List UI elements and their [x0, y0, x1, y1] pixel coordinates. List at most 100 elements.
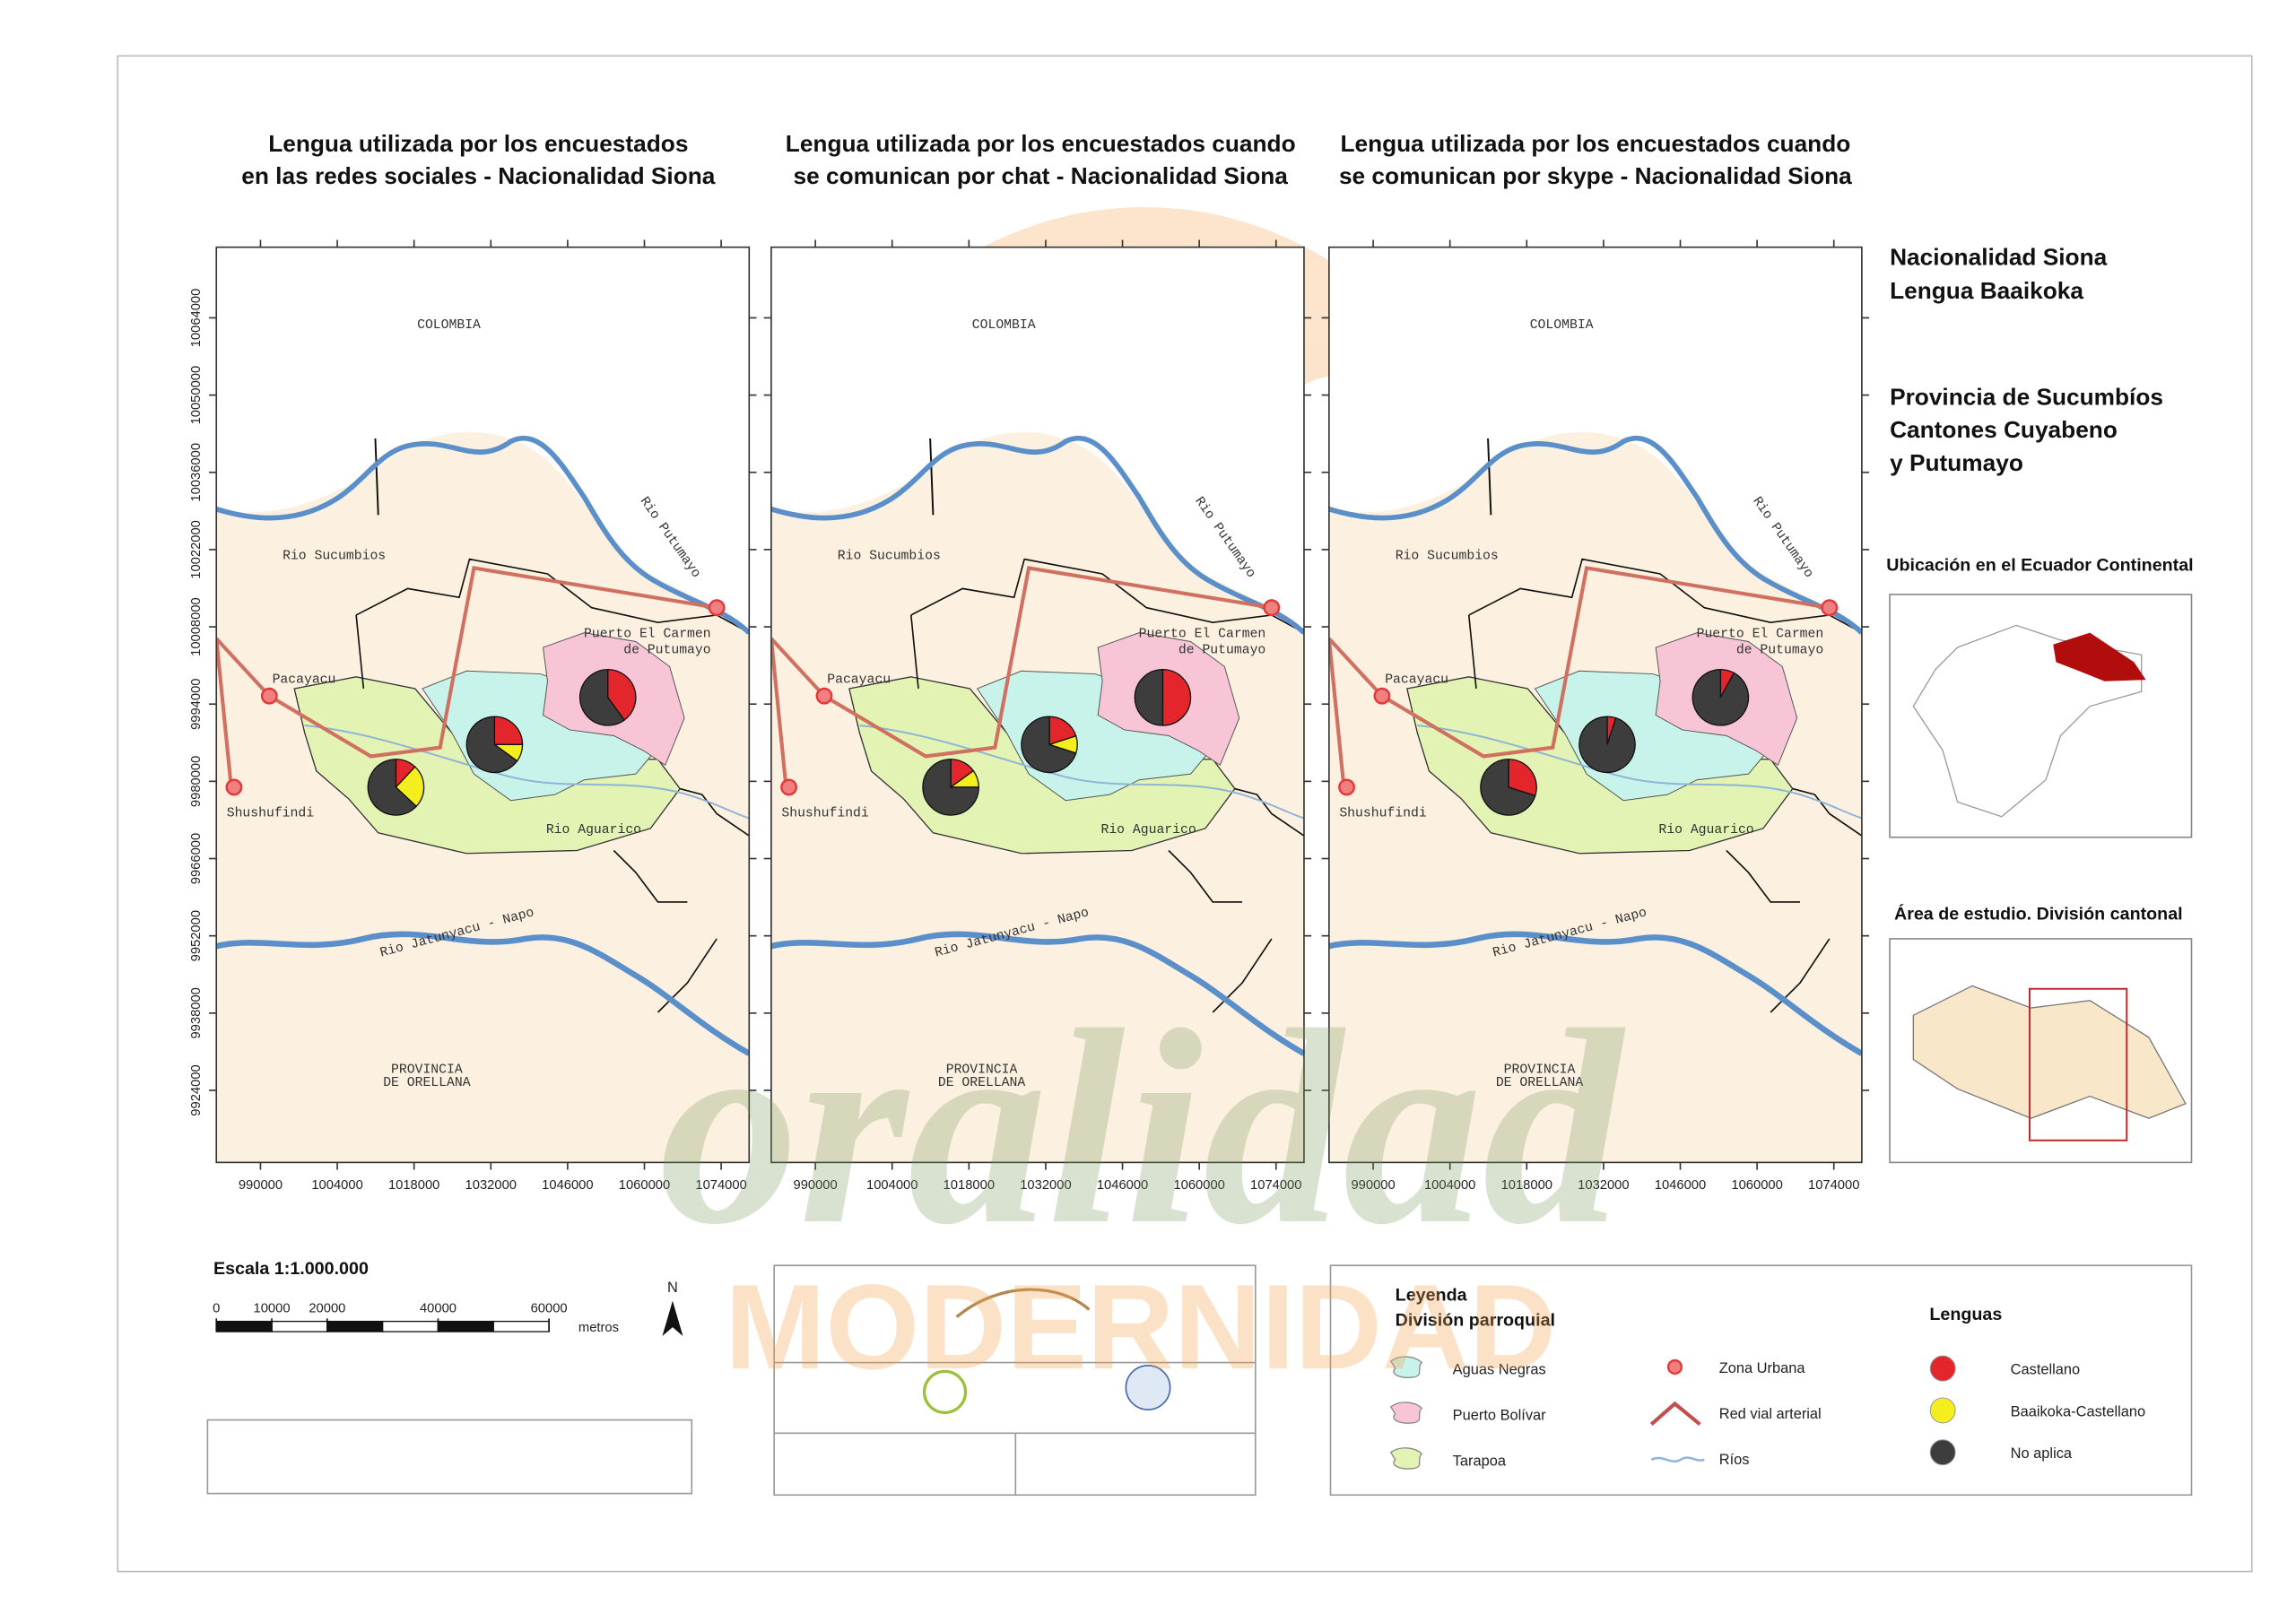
study-area-box	[2028, 987, 2128, 1141]
x-tick-label: 1074000	[695, 1178, 746, 1193]
pie-slice	[607, 668, 637, 721]
legend-swatch	[1389, 1447, 1423, 1470]
scale-tick-label: 10000	[254, 1302, 291, 1316]
legend-label: Baaikoka-Castellano	[2011, 1403, 2145, 1419]
x-tick-label: 1074000	[1250, 1178, 1301, 1193]
river-label: Rio Sucumbios	[838, 550, 941, 564]
x-tick-label: 1032000	[1020, 1178, 1071, 1193]
x-tick-label: 1018000	[944, 1178, 995, 1193]
x-tick-label: 1060000	[1173, 1178, 1224, 1193]
pie-slice	[1578, 716, 1636, 774]
map-title: se comunican por skype - Nacionalidad Si…	[1339, 162, 1852, 189]
place-label: Puerto El Carmen	[1697, 628, 1824, 642]
y-tick-label: 10008000	[189, 597, 204, 656]
legend-box	[1329, 1264, 2193, 1497]
pie-slice	[1692, 668, 1750, 726]
place-label: DE ORELLANA	[1496, 1076, 1584, 1090]
place-label: de Putumayo	[623, 644, 710, 658]
place-label: de Putumayo	[1178, 644, 1265, 658]
inset-title: Área de estudio. División cantonal	[1894, 904, 2183, 924]
legend-label: No aplica	[2011, 1445, 2073, 1462]
x-tick-label: 1060000	[619, 1178, 670, 1193]
scale-unit: metros	[578, 1321, 619, 1335]
place-label: PROVINCIA	[1504, 1063, 1576, 1077]
scale-tick-label: 0	[213, 1302, 220, 1316]
place-label: DE ORELLANA	[938, 1076, 1026, 1090]
y-tick-label: 10036000	[189, 443, 204, 502]
pie-slice	[1134, 668, 1164, 726]
scale-title: Escala 1:1.000.000	[213, 1259, 369, 1279]
north-arrow	[662, 1300, 683, 1337]
legend-label: Ríos	[1719, 1452, 1750, 1468]
legend-label: Puerto Bolívar	[1453, 1408, 1546, 1424]
x-tick-label: 990000	[794, 1178, 838, 1193]
pie-slice	[578, 668, 625, 726]
x-tick-label: 990000	[239, 1178, 283, 1193]
river-label: Rio Aguarico	[546, 823, 641, 838]
map-title: Lengua utilizada por los encuestados	[268, 130, 688, 157]
place-label: Shushufindi	[227, 807, 315, 821]
side-heading: Provincia de Sucumbíos	[1890, 383, 2163, 410]
credits-rules	[774, 1361, 1256, 1496]
place-label: COLOMBIA	[972, 318, 1036, 333]
place-label: DE ORELLANA	[383, 1076, 471, 1090]
scale-tick-label: 40000	[420, 1302, 457, 1316]
x-tick-label: 1046000	[1097, 1178, 1148, 1193]
legend-swatch	[1389, 1402, 1423, 1424]
y-tick-label: 9952000	[189, 910, 204, 961]
y-tick-label: 10050000	[189, 366, 204, 425]
legend-label: Tarapoa	[1453, 1453, 1507, 1469]
x-tick-label: 1032000	[465, 1178, 517, 1193]
x-tick-label: 1074000	[1808, 1178, 1859, 1193]
place-label: Pacayacu	[273, 673, 336, 687]
legend-swatch	[1929, 1355, 1956, 1382]
river-label: Rio Sucumbios	[1396, 550, 1499, 564]
scale-segment	[492, 1320, 550, 1332]
map-title: Lengua utilizada por los encuestados cua…	[1340, 130, 1850, 157]
place-label: Puerto El Carmen	[584, 628, 711, 642]
river-label: Rio Aguarico	[1658, 823, 1753, 838]
legend-subtitle: Lenguas	[1929, 1305, 2002, 1324]
watermark-word: oralidad	[659, 973, 1627, 1282]
scale-segment	[215, 1320, 273, 1332]
x-tick-label: 1018000	[388, 1178, 439, 1193]
place-label: de Putumayo	[1736, 644, 1823, 658]
scale-segment	[271, 1320, 328, 1332]
scale-tick-label: 60000	[531, 1302, 568, 1316]
sucumbios-highlight	[2053, 632, 2146, 681]
map-title: Lengua utilizada por los encuestados cua…	[786, 130, 1296, 157]
pie-slice	[395, 766, 425, 808]
pie-slice	[1480, 759, 1536, 816]
geo-logo	[922, 1369, 968, 1414]
watermark-word: MODERNIDAD	[725, 1259, 1556, 1394]
legend-swatch	[1929, 1397, 1956, 1424]
side-heading: Lengua Baaikoka	[1890, 277, 2083, 304]
place-label: PROVINCIA	[946, 1063, 1018, 1077]
x-tick-label: 990000	[1351, 1178, 1395, 1193]
place-label: Pacayacu	[1385, 673, 1448, 687]
x-tick-label: 1004000	[1424, 1178, 1475, 1193]
place-label: COLOMBIA	[1530, 318, 1594, 333]
x-tick-label: 1046000	[542, 1178, 593, 1193]
river-label: Rio Aguarico	[1100, 823, 1196, 838]
north-label: N	[667, 1280, 678, 1296]
y-tick-label: 9938000	[189, 987, 204, 1038]
y-tick-label: 10022000	[189, 520, 204, 579]
pie-slice	[493, 716, 524, 745]
sheet-border	[117, 55, 2253, 1573]
puce-logo	[1125, 1365, 1171, 1410]
y-tick-label: 9924000	[189, 1064, 204, 1115]
legend-swatch	[1389, 1356, 1423, 1378]
inset-title: Ubicación en el Ecuador Continental	[1886, 556, 2193, 576]
y-tick-label: 9994000	[189, 678, 204, 729]
pie-slice	[1021, 716, 1077, 774]
pie-slice	[465, 716, 518, 774]
place-label: Pacayacu	[827, 673, 891, 687]
pie-slice	[1161, 668, 1192, 726]
x-tick-label: 1018000	[1501, 1178, 1552, 1193]
side-heading: Cantones Cuyabeno	[1890, 416, 2118, 443]
side-heading: Nacionalidad Siona	[1890, 243, 2108, 270]
